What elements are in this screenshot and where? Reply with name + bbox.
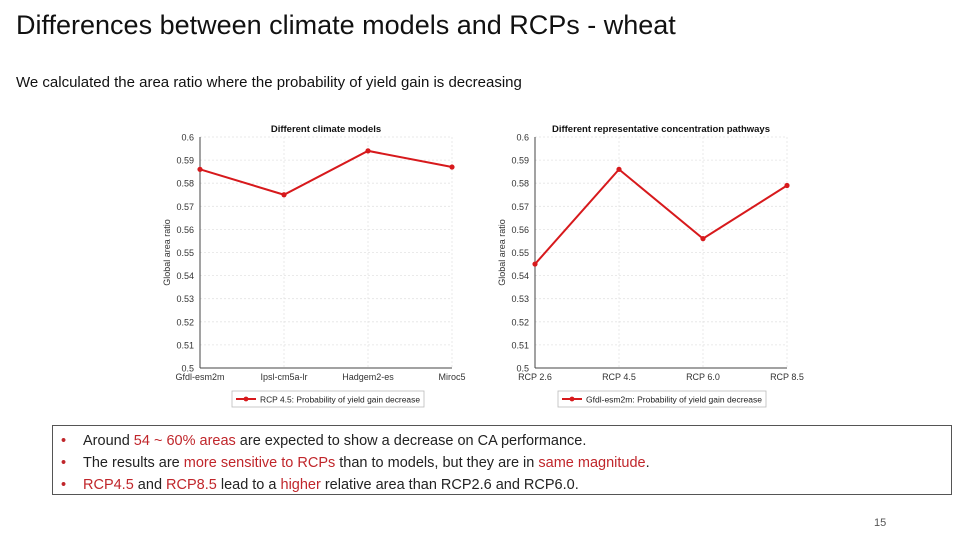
x-tick-label: RCP 8.5 [770, 372, 804, 382]
chart-title: Different climate models [271, 124, 381, 135]
bullet-text: Around 54 ~ 60% areas are expected to sh… [83, 430, 586, 452]
legend-marker [243, 396, 249, 402]
highlight-text: same magnitude [538, 455, 646, 471]
y-tick-label: 0.5 [516, 364, 529, 374]
plain-text: Around [83, 433, 134, 449]
y-tick-label: 0.55 [511, 248, 529, 258]
highlight-text: RCP4.5 [83, 477, 134, 493]
y-tick-label: 0.54 [176, 271, 194, 281]
data-point [700, 236, 706, 242]
bullet-marker: • [61, 477, 67, 493]
y-tick-label: 0.55 [176, 248, 194, 258]
y-tick-label: 0.56 [511, 225, 529, 235]
y-tick-label: 0.5 [181, 364, 194, 374]
highlight-text: RCP8.5 [166, 477, 217, 493]
x-tick-label: RCP 2.6 [518, 372, 552, 382]
slide-title: Differences between climate models and R… [16, 10, 676, 40]
x-tick-label: Ipsl-cm5a-lr [260, 372, 307, 382]
bullet-item: • The results are more sensitive to RCPs … [61, 452, 951, 474]
slide-subtitle: We calculated the area ratio where the p… [16, 74, 522, 91]
highlight-text: more sensitive to RCPs [183, 455, 336, 471]
data-point [532, 261, 538, 267]
x-tick-label: Gfdl-esm2m [175, 372, 224, 382]
bullet-text: The results are more sensitive to RCPs t… [83, 452, 650, 474]
y-axis-label: Global area ratio [162, 219, 172, 286]
legend-label: Gfdl-esm2m: Probability of yield gain de… [586, 396, 763, 405]
plain-text: . [645, 455, 650, 471]
y-tick-label: 0.59 [176, 156, 194, 166]
highlight-text: 54 ~ 60% areas [133, 433, 236, 449]
x-tick-label: RCP 4.5 [602, 372, 636, 382]
plain-text: and [133, 477, 167, 493]
data-point [365, 148, 371, 154]
plain-text: The results are [83, 455, 184, 471]
data-point [784, 182, 790, 189]
series-line [199, 149, 453, 196]
bullet-marker: • [61, 433, 67, 449]
x-tick-label: Miroc5 [438, 372, 465, 382]
bullet-item: • RCP4.5 and RCP8.5 lead to a higher rela… [61, 474, 951, 496]
y-tick-label: 0.52 [511, 317, 529, 327]
chart-title: Different representative concentration p… [552, 124, 770, 135]
y-tick-label: 0.54 [511, 271, 529, 281]
legend-label: RCP 4.5: Probability of yield gain decre… [260, 396, 421, 405]
bullet-text: RCP4.5 and RCP8.5 lead to a higher relat… [83, 474, 579, 496]
legend-box [557, 390, 767, 408]
y-tick-label: 0.52 [176, 317, 194, 327]
y-tick-label: 0.56 [176, 225, 194, 235]
bullet-item: • Around 54 ~ 60% areas are expected to s… [61, 430, 951, 452]
legend-marker [569, 396, 575, 402]
y-tick-label: 0.53 [176, 294, 194, 304]
data-point [616, 166, 622, 172]
y-tick-label: 0.57 [176, 202, 194, 212]
data-point [197, 166, 203, 172]
plain-text: lead to a [216, 477, 281, 493]
summary-box: • Around 54 ~ 60% areas are expected to s… [52, 425, 952, 495]
y-tick-label: 0.53 [511, 294, 529, 304]
plain-text: are expected to show a decrease on CA pe… [235, 433, 587, 449]
y-tick-label: 0.58 [511, 179, 529, 189]
highlight-text: higher [280, 477, 321, 493]
y-tick-label: 0.59 [511, 156, 529, 166]
y-tick-label: 0.58 [176, 179, 194, 189]
y-tick-label: 0.6 [516, 133, 529, 143]
plain-text: than to models, but they are in [335, 455, 539, 471]
y-tick-label: 0.57 [511, 202, 529, 212]
page-number: 15 [874, 517, 887, 529]
y-tick-label: 0.51 [176, 340, 194, 350]
series-line [534, 167, 788, 265]
bullet-marker: • [61, 455, 67, 471]
x-tick-label: RCP 6.0 [686, 372, 720, 382]
legend-box [231, 390, 425, 408]
data-point [281, 192, 287, 198]
y-tick-label: 0.6 [181, 133, 194, 143]
y-axis-label: Global area ratio [497, 219, 507, 286]
y-tick-label: 0.51 [511, 340, 529, 350]
plain-text: relative area than RCP2.6 and RCP6.0. [320, 477, 579, 493]
data-point [449, 164, 455, 170]
x-tick-label: Hadgem2-es [342, 372, 394, 382]
